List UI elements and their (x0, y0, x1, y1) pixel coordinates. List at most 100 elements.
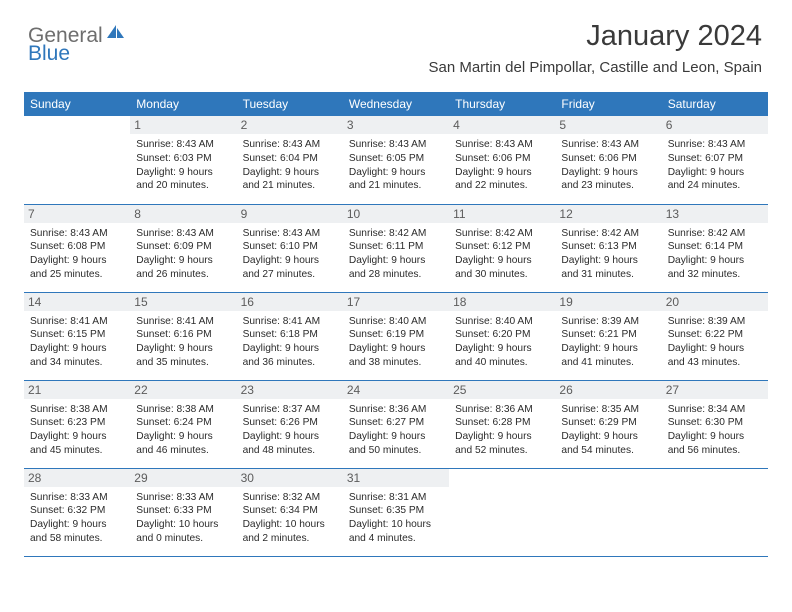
day-number: 15 (130, 293, 236, 311)
day-number: 4 (449, 116, 555, 134)
day-info-line: Sunset: 6:35 PM (349, 504, 443, 518)
day-info-line: Daylight: 9 hours (349, 254, 443, 268)
day-cell: 27Sunrise: 8:34 AMSunset: 6:30 PMDayligh… (662, 380, 768, 468)
day-cell: 28Sunrise: 8:33 AMSunset: 6:32 PMDayligh… (24, 468, 130, 556)
day-number: 27 (662, 381, 768, 399)
day-info-line: Sunset: 6:30 PM (668, 416, 762, 430)
day-number: 26 (555, 381, 661, 399)
day-cell: 13Sunrise: 8:42 AMSunset: 6:14 PMDayligh… (662, 204, 768, 292)
day-cell: 7Sunrise: 8:43 AMSunset: 6:08 PMDaylight… (24, 204, 130, 292)
day-cell (662, 468, 768, 556)
day-info-line: and 45 minutes. (30, 444, 124, 458)
day-number: 29 (130, 469, 236, 487)
day-cell (24, 116, 130, 204)
day-cell: 5Sunrise: 8:43 AMSunset: 6:06 PMDaylight… (555, 116, 661, 204)
day-info-line: Sunrise: 8:42 AM (561, 227, 655, 241)
day-cell: 2Sunrise: 8:43 AMSunset: 6:04 PMDaylight… (237, 116, 343, 204)
day-cell: 20Sunrise: 8:39 AMSunset: 6:22 PMDayligh… (662, 292, 768, 380)
week-row: 7Sunrise: 8:43 AMSunset: 6:08 PMDaylight… (24, 204, 768, 292)
sail-icon (105, 24, 125, 44)
day-info-line: Sunset: 6:09 PM (136, 240, 230, 254)
day-cell: 29Sunrise: 8:33 AMSunset: 6:33 PMDayligh… (130, 468, 236, 556)
dow-row: SundayMondayTuesdayWednesdayThursdayFrid… (24, 92, 768, 116)
day-cell: 15Sunrise: 8:41 AMSunset: 6:16 PMDayligh… (130, 292, 236, 380)
day-info-line: Sunset: 6:03 PM (136, 152, 230, 166)
day-info-line: Daylight: 10 hours (349, 518, 443, 532)
day-info-line: Sunset: 6:22 PM (668, 328, 762, 342)
day-info-line: Sunrise: 8:42 AM (455, 227, 549, 241)
day-cell: 23Sunrise: 8:37 AMSunset: 6:26 PMDayligh… (237, 380, 343, 468)
day-info-line: Daylight: 9 hours (349, 166, 443, 180)
day-info-line: and 36 minutes. (243, 356, 337, 370)
day-info-line: Sunset: 6:06 PM (561, 152, 655, 166)
day-info-line: Sunset: 6:07 PM (668, 152, 762, 166)
day-number: 16 (237, 293, 343, 311)
day-info-line: Sunrise: 8:43 AM (136, 138, 230, 152)
day-info-line: Sunset: 6:23 PM (30, 416, 124, 430)
day-number: 2 (237, 116, 343, 134)
day-info-line: and 31 minutes. (561, 268, 655, 282)
day-info-line: Sunset: 6:11 PM (349, 240, 443, 254)
day-cell: 26Sunrise: 8:35 AMSunset: 6:29 PMDayligh… (555, 380, 661, 468)
day-info-line: and 25 minutes. (30, 268, 124, 282)
dow-cell: Monday (130, 92, 236, 116)
day-cell: 8Sunrise: 8:43 AMSunset: 6:09 PMDaylight… (130, 204, 236, 292)
day-info-line: and 58 minutes. (30, 532, 124, 546)
day-info-line: Daylight: 9 hours (136, 342, 230, 356)
day-info-line: Sunset: 6:32 PM (30, 504, 124, 518)
day-info-line: Daylight: 9 hours (30, 430, 124, 444)
day-cell (555, 468, 661, 556)
day-info-line: Sunrise: 8:41 AM (136, 315, 230, 329)
day-info-line: Daylight: 9 hours (349, 430, 443, 444)
day-number: 5 (555, 116, 661, 134)
day-info-line: Sunrise: 8:43 AM (668, 138, 762, 152)
day-info-line: Daylight: 9 hours (136, 430, 230, 444)
day-number: 9 (237, 205, 343, 223)
day-info-line: Sunset: 6:04 PM (243, 152, 337, 166)
day-number: 28 (24, 469, 130, 487)
week-row: 14Sunrise: 8:41 AMSunset: 6:15 PMDayligh… (24, 292, 768, 380)
day-info-line: Daylight: 9 hours (455, 430, 549, 444)
day-info-line: Sunrise: 8:39 AM (561, 315, 655, 329)
logo: GeneralBlue (28, 24, 125, 64)
day-info-line: and 0 minutes. (136, 532, 230, 546)
day-info-line: Sunrise: 8:43 AM (243, 227, 337, 241)
day-info-line: Daylight: 10 hours (243, 518, 337, 532)
day-info-line: Daylight: 9 hours (349, 342, 443, 356)
day-number: 17 (343, 293, 449, 311)
day-info-line: Daylight: 9 hours (30, 254, 124, 268)
day-info-line: and 28 minutes. (349, 268, 443, 282)
day-info-line: Daylight: 9 hours (243, 342, 337, 356)
day-info-line: Sunset: 6:12 PM (455, 240, 549, 254)
day-number: 3 (343, 116, 449, 134)
day-info-line: Sunrise: 8:36 AM (349, 403, 443, 417)
day-info-line: and 56 minutes. (668, 444, 762, 458)
day-info-line: Daylight: 9 hours (455, 342, 549, 356)
day-info-line: and 43 minutes. (668, 356, 762, 370)
dow-cell: Tuesday (237, 92, 343, 116)
day-info-line: Sunrise: 8:36 AM (455, 403, 549, 417)
day-info-line: Sunrise: 8:41 AM (243, 315, 337, 329)
day-number: 24 (343, 381, 449, 399)
day-cell: 21 Sunrise: 8:38 AMSunset: 6:23 PMDayligh… (24, 380, 130, 468)
day-info-line: Daylight: 9 hours (668, 254, 762, 268)
day-info-line: and 21 minutes. (349, 179, 443, 193)
day-info-line: Sunset: 6:26 PM (243, 416, 337, 430)
day-info-line: Sunset: 6:14 PM (668, 240, 762, 254)
day-cell: 31Sunrise: 8:31 AMSunset: 6:35 PMDayligh… (343, 468, 449, 556)
day-number: 21 (24, 381, 130, 399)
day-number: 30 (237, 469, 343, 487)
day-info-line: Sunset: 6:18 PM (243, 328, 337, 342)
day-cell: 6Sunrise: 8:43 AMSunset: 6:07 PMDaylight… (662, 116, 768, 204)
day-cell: 9Sunrise: 8:43 AMSunset: 6:10 PMDaylight… (237, 204, 343, 292)
day-cell: 18Sunrise: 8:40 AMSunset: 6:20 PMDayligh… (449, 292, 555, 380)
day-number: 12 (555, 205, 661, 223)
day-number: 31 (343, 469, 449, 487)
dow-cell: Saturday (662, 92, 768, 116)
day-info-line: Daylight: 9 hours (243, 254, 337, 268)
day-info-line: Sunrise: 8:37 AM (243, 403, 337, 417)
day-info-line: Sunset: 6:29 PM (561, 416, 655, 430)
day-number: 1 (130, 116, 236, 134)
day-info-line: Sunrise: 8:38 AM (30, 403, 124, 417)
day-info-line: and 50 minutes. (349, 444, 443, 458)
